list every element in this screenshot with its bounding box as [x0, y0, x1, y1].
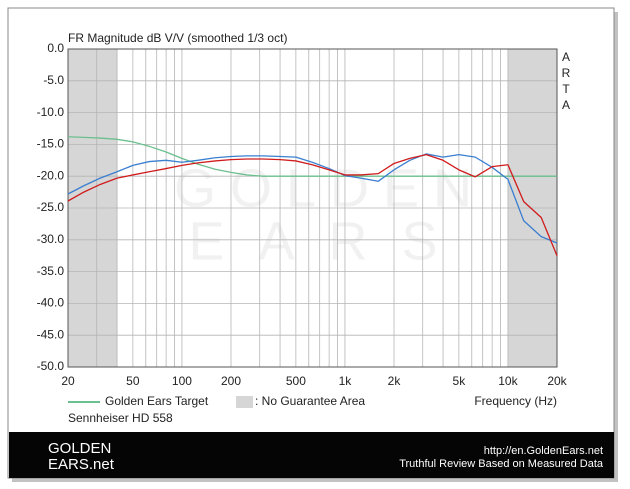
series-line: [67, 153, 558, 256]
x-tick-label: 1k: [339, 374, 353, 388]
y-tick-label: -35.0: [37, 264, 65, 278]
y-tick-label: -20.0: [37, 168, 65, 182]
x-tick-label: 20: [61, 374, 75, 388]
y-tick-label: 0.0: [47, 41, 64, 55]
y-tick-label: -15.0: [37, 137, 65, 151]
x-tick-label: 2k: [388, 374, 402, 388]
y-tick-label: -30.0: [37, 232, 65, 246]
x-tick-label: 500: [286, 374, 306, 388]
x-tick-label: 50: [126, 374, 140, 388]
y-tick-label: -5.0: [43, 73, 64, 87]
footer-logo-top: GOLDEN: [48, 440, 111, 457]
footer-logo-bottom: EARS.net: [48, 456, 115, 473]
watermark: EARS: [188, 211, 471, 271]
x-tick-label: 200: [221, 374, 241, 388]
model-label: Sennheiser HD 558: [68, 411, 173, 425]
y-tick-label: -25.0: [37, 200, 65, 214]
y-tick-label: -40.0: [37, 296, 65, 310]
x-tick-label: 20k: [547, 374, 567, 388]
y-tick-label: -50.0: [37, 359, 65, 373]
chart-title: FR Magnitude dB V/V (smoothed 1/3 oct): [68, 31, 287, 45]
legend-label: Golden Ears Target: [105, 394, 209, 408]
footer-url: http://en.GoldenEars.net: [484, 445, 603, 457]
x-axis-label: Frequency (Hz): [474, 394, 557, 408]
y-tick-label: -45.0: [37, 327, 65, 341]
footer-tagline: Truthful Review Based on Measured Data: [399, 458, 604, 470]
software-label: ARTA: [559, 50, 573, 114]
y-tick-label: -10.0: [37, 105, 65, 119]
area-legend-label: : No Guarantee Area: [255, 394, 365, 408]
watermark: GOLDEN: [174, 158, 486, 218]
x-tick-label: 10k: [498, 374, 518, 388]
x-tick-label: 5k: [453, 374, 467, 388]
legend-area-swatch: [236, 396, 253, 408]
x-tick-label: 100: [172, 374, 192, 388]
series-line: [67, 153, 558, 244]
footer-band: [9, 432, 614, 478]
plot-border: [67, 48, 558, 368]
